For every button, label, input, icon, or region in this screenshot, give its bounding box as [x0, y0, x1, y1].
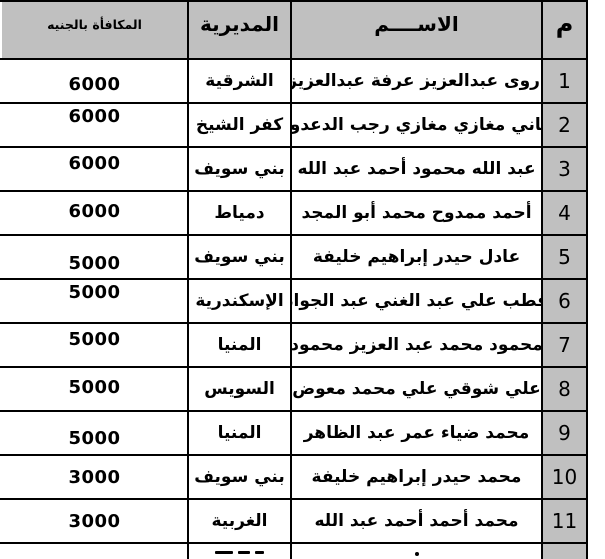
- table-header-row: م الاســــم المديرية المكافأة بالجنيه: [0, 2, 588, 60]
- header-name: الاســــم: [290, 2, 541, 58]
- table-row: 10 محمد حيدر إبراهيم خليفة بني سويف 3000: [0, 456, 588, 500]
- directorate-cell: دمياط: [187, 192, 290, 234]
- name-cell: محمد حيدر إبراهيم خليفة: [290, 456, 541, 498]
- table-row: 5 عادل حيدر إبراهيم خليفة بني سويف 5000: [0, 236, 588, 280]
- directorate-cell: المنيا: [187, 412, 290, 454]
- reward-value: 6000: [68, 152, 121, 174]
- table-row: 9 محمد ضياء عمر عبد الظاهر المنيا 5000: [0, 412, 588, 456]
- serial-cell: [541, 544, 588, 559]
- name-cell: قطب علي عبد الغني عبد الجواد: [290, 280, 541, 322]
- reward-cell: 5000: [2, 412, 187, 454]
- reward-value: 5000: [68, 376, 121, 398]
- serial-cell: 5: [541, 236, 588, 278]
- clipped-text-fragment: [414, 552, 419, 556]
- reward-cell: 5000: [2, 324, 187, 366]
- header-directorate: المديرية: [187, 2, 290, 58]
- directorate-cell: بني سويف: [187, 236, 290, 278]
- serial-cell: 10: [541, 456, 588, 498]
- reward-cell: 5000: [2, 236, 187, 278]
- table-row: 3 عبد الله محمود أحمد عبد الله بني سويف …: [0, 148, 588, 192]
- name-cell: عادل حيدر إبراهيم خليفة: [290, 236, 541, 278]
- clipped-text-fragment: [215, 544, 264, 554]
- reward-cell: 3000: [2, 456, 187, 498]
- reward-value: 5000: [68, 328, 121, 350]
- directorate-cell: الغربية: [187, 500, 290, 542]
- serial-cell: 11: [541, 500, 588, 542]
- directorate-cell: [187, 544, 290, 559]
- directorate-cell: كفر الشيخ: [187, 104, 290, 146]
- table-row: 1 أروى عبدالعزيز عرفة عبدالعزيز الشرقية …: [0, 60, 588, 104]
- table-row: 6 قطب علي عبد الغني عبد الجواد الإسكندري…: [0, 280, 588, 324]
- name-cell: أحمد ممدوح محمد أبو المجد: [290, 192, 541, 234]
- reward-value: 5000: [68, 427, 121, 449]
- rewards-table: م الاســــم المديرية المكافأة بالجنيه 1 …: [0, 0, 588, 559]
- table-row-clipped: [0, 544, 588, 559]
- directorate-cell: المنيا: [187, 324, 290, 366]
- reward-cell: 6000: [2, 104, 187, 146]
- serial-cell: 1: [541, 60, 588, 102]
- serial-cell: 7: [541, 324, 588, 366]
- serial-cell: 4: [541, 192, 588, 234]
- serial-cell: 3: [541, 148, 588, 190]
- serial-cell: 8: [541, 368, 588, 410]
- reward-cell: [2, 544, 187, 559]
- reward-value: 5000: [68, 252, 121, 274]
- header-reward: المكافأة بالجنيه: [2, 2, 187, 58]
- table-row: 11 محمد أحمد أحمد عبد الله الغربية 3000: [0, 500, 588, 544]
- name-cell: علي شوقي علي محمد معوض: [290, 368, 541, 410]
- header-serial: م: [541, 2, 588, 58]
- directorate-cell: الإسكندرية: [187, 280, 290, 322]
- table-row: 7 محمود محمد عبد العزيز محمود المنيا 500…: [0, 324, 588, 368]
- directorate-cell: الشرقية: [187, 60, 290, 102]
- reward-cell: 3000: [2, 500, 187, 542]
- reward-value: 3000: [68, 466, 121, 488]
- table-row: 4 أحمد ممدوح محمد أبو المجد دمياط 6000: [0, 192, 588, 236]
- name-cell: محمد أحمد أحمد عبد الله: [290, 500, 541, 542]
- name-cell: أروى عبدالعزيز عرفة عبدالعزيز: [290, 60, 541, 102]
- name-cell: هاني مغازي مغازي رجب الدعدور: [290, 104, 541, 146]
- reward-value: 5000: [68, 281, 121, 303]
- name-cell: [290, 544, 541, 559]
- table-row: 2 هاني مغازي مغازي رجب الدعدور كفر الشيخ…: [0, 104, 588, 148]
- serial-cell: 9: [541, 412, 588, 454]
- reward-value: 6000: [68, 105, 121, 127]
- reward-cell: 5000: [2, 280, 187, 322]
- reward-value: 6000: [68, 73, 121, 95]
- reward-value: 3000: [68, 510, 121, 532]
- reward-cell: 6000: [2, 60, 187, 102]
- directorate-cell: بني سويف: [187, 148, 290, 190]
- serial-cell: 2: [541, 104, 588, 146]
- directorate-cell: بني سويف: [187, 456, 290, 498]
- reward-value: 6000: [68, 200, 121, 222]
- table-row: 8 علي شوقي علي محمد معوض السويس 5000: [0, 368, 588, 412]
- directorate-cell: السويس: [187, 368, 290, 410]
- name-cell: محمد ضياء عمر عبد الظاهر: [290, 412, 541, 454]
- serial-cell: 6: [541, 280, 588, 322]
- name-cell: عبد الله محمود أحمد عبد الله: [290, 148, 541, 190]
- name-cell: محمود محمد عبد العزيز محمود: [290, 324, 541, 366]
- reward-cell: 6000: [2, 192, 187, 234]
- reward-cell: 6000: [2, 148, 187, 190]
- reward-cell: 5000: [2, 368, 187, 410]
